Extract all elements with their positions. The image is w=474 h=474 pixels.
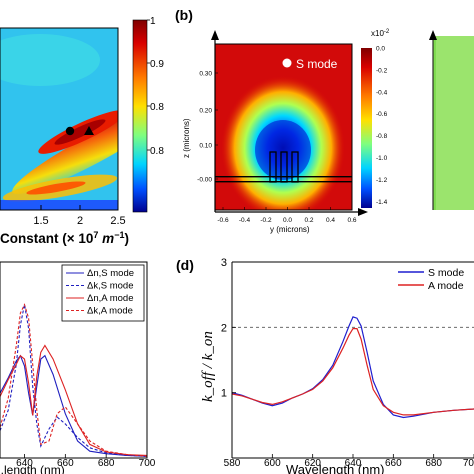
panel-c-lines xyxy=(0,303,147,457)
panel-a-x-axis-label: Constant (× 107 m−1) xyxy=(0,230,129,246)
panel-b-x-tick-label: -0.6 xyxy=(217,217,229,224)
panel-c-x-tick-label: 680 xyxy=(98,458,115,469)
panel-b-y-tick-label: -0.00 xyxy=(197,177,212,184)
panel-b-y-axis-label: z (microns) xyxy=(182,118,191,158)
panel-a-colorbar-tick-label: 0.8 xyxy=(150,102,164,113)
panel-c-x-tick-label: 700 xyxy=(139,458,156,469)
panel-a-x-tick-label: 2 xyxy=(77,215,83,227)
panel-b-colorbar-tick-label: -1.0 xyxy=(376,155,388,162)
panel-b-x-axis-label: y (microns) xyxy=(270,225,310,234)
panel-b-field-map xyxy=(215,44,352,210)
panel-b-x-tick-label: 0.4 xyxy=(326,217,335,224)
panel-b-colorbar-tick-label: -0.4 xyxy=(376,89,388,96)
panel-a-x-tick-label: 1.5 xyxy=(33,215,48,227)
panel-a-triangle-marker xyxy=(84,126,94,135)
neighbor-panel-green xyxy=(433,36,474,210)
panel-c-legend xyxy=(61,264,145,322)
panel-b-label: (b) xyxy=(175,7,193,23)
panel-c-legend-label: Δk,S mode xyxy=(87,281,133,292)
panel-b-x-tick-label: 0.2 xyxy=(304,217,313,224)
panel-d-lines xyxy=(232,316,474,419)
panel-d-y-tick-label: 3 xyxy=(221,257,227,269)
panel-d-label: (d) xyxy=(176,257,194,273)
panel-b-legend-label: S mode xyxy=(296,57,338,71)
panel-d-x-tick-label: 640 xyxy=(345,458,362,469)
panel-c-series-line xyxy=(0,344,147,456)
panel-b-colorbar-tick-label: -0.6 xyxy=(376,111,388,118)
panel-c-series-line xyxy=(0,354,147,457)
panel-b: (b) -0.6 -0.4 -0.2 0.0 0.2 0.4 0.6 0.30 0.20 0.1… xyxy=(175,7,474,234)
panel-d: (d) 580 600 620 640 660 680 70 1 2 3 k_off / k_o… xyxy=(176,257,474,474)
panel-c-x-ticks: 640 660 680 700 xyxy=(16,454,156,469)
panel-b-colorbar xyxy=(361,48,372,208)
panel-c-legend-label: Δn,S mode xyxy=(87,268,134,279)
panel-b-x-tick-label: 0.6 xyxy=(347,217,356,224)
panel-d-y-tick-label: 2 xyxy=(221,322,227,334)
panel-d-x-tick-label: 580 xyxy=(224,458,241,469)
panel-d-x-ticks: 580 600 620 640 660 680 70 xyxy=(224,454,474,469)
panel-b-y-tick-label: 0.10 xyxy=(199,143,212,150)
panel-a-colorbar-tick-label: 0.8 xyxy=(150,146,164,157)
panel-b-x-tick-label: -0.2 xyxy=(260,217,272,224)
panel-d-x-tick-label: 680 xyxy=(425,458,442,469)
panel-b-colorbar-tick-label: -1.2 xyxy=(376,177,388,184)
panel-b-y-tick-label: 0.30 xyxy=(199,71,212,78)
panel-d-y-tick-label: 1 xyxy=(221,388,227,400)
panel-d-x-tick-label: 600 xyxy=(264,458,281,469)
panel-b-y-ticks: 0.30 0.20 0.10 -0.00 xyxy=(197,71,218,184)
panel-c-series-line xyxy=(0,304,147,457)
panel-d-legend-label: S mode xyxy=(428,267,464,279)
panel-c-x-tick-label: 640 xyxy=(16,458,33,469)
panel-a-colorbar-ticks: 1 0.9 0.8 0.8 xyxy=(147,16,164,157)
panel-c-series-line xyxy=(0,303,147,457)
panel-b-colorbar-tick-label: 0.0 xyxy=(376,46,385,53)
panel-b-y-tick-label: 0.20 xyxy=(199,108,212,115)
panel-a-colorbar-tick-label: 0.9 xyxy=(150,59,164,70)
panel-c-legend-label: Δn,A mode xyxy=(87,293,133,304)
panel-d-series-line xyxy=(232,316,474,419)
panel-a-heatmap xyxy=(0,28,118,210)
panel-b-colorbar-tick-label: -0.8 xyxy=(376,133,388,140)
panel-b-colorbar-tick-label: -1.4 xyxy=(376,199,388,206)
panel-a-colorbar xyxy=(132,19,148,213)
panel-d-y-ticks: 1 2 3 xyxy=(221,257,236,400)
panel-d-y-axis-label: k_off / k_on xyxy=(200,331,216,402)
panel-d-series-line xyxy=(232,328,474,416)
panel-b-colorbar-exp: x10-2 xyxy=(371,29,390,38)
panel-b-x-tick-label: -0.4 xyxy=(239,217,251,224)
panel-b-x-tick-label: 0.0 xyxy=(283,217,292,224)
panel-c-legend-label: Δk,A mode xyxy=(87,306,133,317)
panel-b-x-ticks: -0.6 -0.4 -0.2 0.0 0.2 0.4 0.6 xyxy=(217,207,357,224)
panel-d-x-tick-label: 660 xyxy=(385,458,402,469)
panel-a-colorbar-tick-label: 1 xyxy=(150,16,156,27)
panel-d-x-axis-label: Wavelength (nm) xyxy=(286,462,385,474)
panel-b-colorbar-ticks: 0.0 -0.2 -0.4 -0.6 -0.8 -1.0 -1.2 -1.4 xyxy=(376,46,388,206)
panel-a-x-ticks: 1.5 2 2.5 xyxy=(33,205,126,227)
panel-c-x-axis-label: ...length (nm) xyxy=(0,463,65,474)
panel-a-circle-marker xyxy=(65,126,75,136)
panel-c-x-tick-label: 660 xyxy=(57,458,74,469)
panel-a: 1.5 2 2.5 Constant (× 107 m−1) 1 0.9 0.8 0.8 xyxy=(0,16,164,246)
panel-d-legend-label: A mode xyxy=(428,280,464,292)
panel-a-x-tick-label: 2.5 xyxy=(110,215,125,227)
panel-b-legend-dot xyxy=(282,58,292,68)
panel-d-x-tick-label: 70 xyxy=(463,458,474,469)
panel-b-colorbar-tick-label: -0.2 xyxy=(376,67,388,74)
panel-d-x-tick-label: 620 xyxy=(304,458,321,469)
